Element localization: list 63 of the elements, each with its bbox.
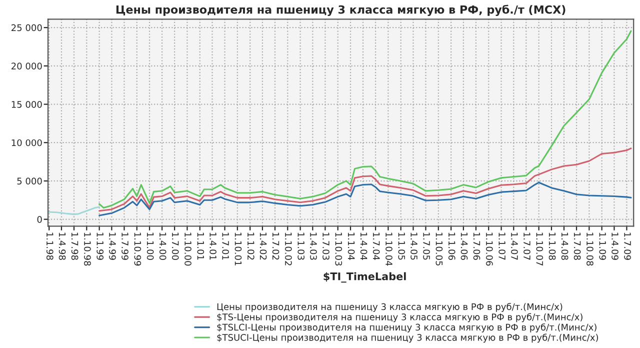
x-tick-label: 1.7.08 (574, 232, 581, 260)
x-tick-label: 1.4.02 (260, 232, 267, 260)
x-tick-label: 1.10.03 (335, 232, 342, 266)
y-tick-label: 10 000 (12, 139, 42, 146)
x-tick-label: 1.10.98 (84, 232, 91, 266)
x-tick-label: 1.10.00 (184, 232, 192, 266)
x-tick-label: 1.7.05 (423, 232, 430, 260)
x-tick-label: 1.1.03 (298, 232, 304, 260)
x-tick-label: 1.7.98 (71, 232, 78, 260)
x-tick-label: 1.7.00 (172, 232, 179, 260)
x-tick-label: 1.4.07 (511, 232, 518, 260)
x-tick-label: 1.7.09 (624, 232, 631, 260)
x-tick-label: 1.1.09 (599, 232, 606, 260)
line-series (98, 148, 632, 212)
y-tick-label: 0 (37, 216, 42, 223)
x-tick-label: 1.10.04 (386, 232, 392, 266)
x-tick-label: 1.10.08 (586, 232, 594, 266)
x-tick-label: 1.1.00 (146, 232, 154, 260)
line-series (48, 206, 100, 216)
legend-label: $TSUCI-Цены производителя на пшеницу 3 класса мягкую в РФ в руб/т.(Минс/х) (217, 334, 598, 343)
x-tick-label: 1.7.04 (372, 232, 380, 260)
x-tick-label: 1.4.00 (159, 232, 166, 260)
x-tick-label: 1.1.06 (448, 232, 456, 260)
line-series (98, 30, 632, 209)
legend-label: Цены производителя на пшеницу 3 класса мягкую в РФ в руб/т.(Минс/х) (217, 302, 562, 312)
x-tick-label: 1.7.07 (524, 232, 530, 260)
x-tick-label: 1.1.99 (96, 232, 104, 260)
x-tick-label: 1.10.06 (486, 232, 493, 266)
x-tick-label: 1.4.05 (410, 232, 418, 260)
y-tick-label: 5 000 (17, 178, 42, 185)
x-tick-label: 1.1.08 (548, 232, 556, 260)
x-tick-label: 1.1.07 (498, 232, 506, 260)
x-tick-label: 1.10.07 (536, 232, 544, 266)
x-tick-label: 1.7.03 (322, 232, 330, 260)
y-tick-label: 15 000 (12, 100, 42, 108)
x-tick-label: 1.1.05 (398, 232, 406, 260)
x-tick-label: 1.1.01 (197, 232, 204, 260)
x-tick-label: 1.1.02 (247, 232, 254, 260)
x-tick-label: 1.10.05 (436, 232, 443, 266)
chart-title: Цены производителя на пшеницу 3 класса мягкую в РФ, руб./т (МСХ) (116, 4, 566, 16)
x-tick-label: 1.10.02 (285, 232, 292, 266)
x-tick-label: 1.7.02 (272, 232, 280, 260)
legend-label: $TSLCI-Цены производителя на пшеницу 3 класса мягкую в РФ в руб/т.(Минс/х) (217, 323, 596, 332)
x-tick-label: 1.4.01 (210, 232, 216, 260)
x-tick-label: 1.4.04 (360, 232, 368, 260)
x-tick-label: 1.10.99 (134, 232, 142, 266)
x-tick-label: 1.7.06 (473, 232, 480, 260)
x-tick-label: 1.1.98 (46, 232, 54, 260)
legend-label: $TS-Цены производителя на пшеницу 3 класса мягкую в РФ в руб/т.(Минс/х) (217, 313, 582, 322)
x-tick-label: 1.1.04 (348, 232, 355, 260)
y-tick-label: 20 000 (12, 62, 42, 70)
x-tick-label: 1.4.99 (109, 232, 116, 260)
x-tick-label: 1.10.01 (234, 232, 242, 266)
x-tick-label: 1.4.06 (460, 232, 468, 260)
x-tick-label: 1.4.98 (58, 232, 66, 260)
line-series (98, 182, 632, 216)
x-axis-title: $TI_TimeLabel (324, 272, 406, 283)
x-tick-label: 1.4.03 (310, 232, 317, 260)
y-tick-label: 25 000 (12, 24, 42, 32)
x-tick-label: 1.4.09 (612, 232, 618, 260)
x-tick-label: 1.7.99 (122, 232, 128, 260)
x-tick-label: 1.7.01 (222, 232, 229, 260)
x-tick-label: 1.4.08 (561, 232, 568, 260)
